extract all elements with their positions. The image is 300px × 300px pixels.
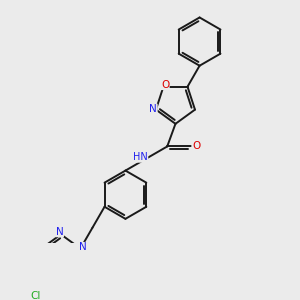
Text: O: O bbox=[161, 80, 169, 89]
Text: N: N bbox=[79, 242, 87, 253]
Text: Cl: Cl bbox=[31, 291, 41, 300]
Text: N: N bbox=[56, 227, 63, 237]
Text: N: N bbox=[149, 104, 157, 114]
Text: HN: HN bbox=[133, 152, 148, 162]
Text: O: O bbox=[192, 142, 200, 152]
